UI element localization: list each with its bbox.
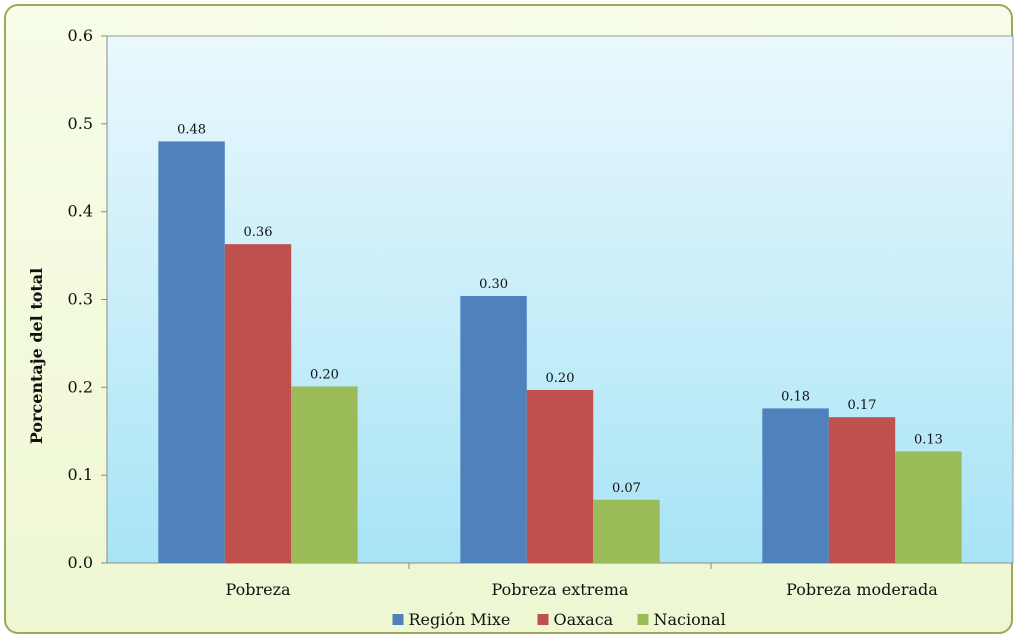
data-label: 0.36 [244,225,273,240]
y-tick-label: 0.6 [68,26,93,45]
y-tick-label: 0.4 [68,202,93,221]
bar [895,451,962,563]
bar [158,141,225,563]
y-tick-label: 0.5 [68,114,93,133]
data-label: 0.48 [177,122,206,137]
legend-label: Oaxaca [554,610,614,629]
legend-label: Nacional [654,610,726,629]
x-category-label: Pobreza extrema [492,580,629,599]
legend-swatch [392,614,404,625]
bar [526,389,594,563]
y-tick-label: 0.3 [68,290,93,309]
bar [224,244,292,564]
y-tick-label: 0.0 [68,553,93,572]
x-category-label: Pobreza [225,580,291,599]
x-category-label: Pobreza moderada [786,580,938,599]
legend-swatch [637,614,649,625]
legend-label: Región Mixe [409,610,511,629]
bar [828,417,896,563]
data-label: 0.13 [914,432,943,447]
bar [593,499,660,563]
legend: Región Mixe Oaxaca Nacional [392,610,726,629]
data-label: 0.18 [781,389,810,404]
data-label: 0.30 [479,277,508,292]
legend-swatch [537,614,549,625]
data-label: 0.20 [546,371,575,386]
y-tick-label: 0.2 [68,377,93,396]
bar [291,386,358,563]
data-label: 0.07 [612,481,641,496]
y-tick-label: 0.1 [68,465,93,484]
bar [762,408,829,563]
data-label: 0.17 [848,398,877,413]
y-axis-title: Porcentaje del total [27,268,46,444]
data-label: 0.20 [310,367,339,382]
bar [460,295,527,563]
